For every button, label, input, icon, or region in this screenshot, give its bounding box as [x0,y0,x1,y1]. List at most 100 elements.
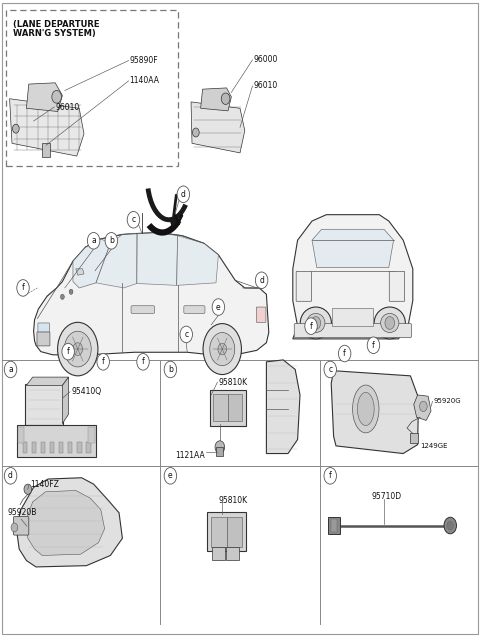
FancyBboxPatch shape [294,324,411,338]
Text: (LANE DEPARTURE: (LANE DEPARTURE [13,20,100,29]
Circle shape [69,289,73,294]
FancyBboxPatch shape [228,394,242,421]
Polygon shape [177,236,218,285]
FancyBboxPatch shape [13,517,29,535]
Circle shape [255,272,268,289]
FancyBboxPatch shape [6,10,178,166]
Circle shape [60,294,64,299]
Text: d: d [181,190,186,199]
Text: 95410Q: 95410Q [71,387,101,396]
Polygon shape [312,229,394,268]
Ellipse shape [357,392,374,426]
Text: c: c [328,365,332,374]
Ellipse shape [381,313,399,333]
Polygon shape [26,377,69,385]
FancyBboxPatch shape [18,427,24,443]
Text: a: a [91,236,96,245]
Circle shape [11,523,18,532]
Circle shape [62,343,74,360]
Text: 96010: 96010 [55,103,80,111]
Text: f: f [329,471,332,480]
Circle shape [203,324,241,375]
FancyBboxPatch shape [296,271,312,301]
Polygon shape [26,83,62,111]
Circle shape [73,343,83,355]
Text: b: b [109,236,114,245]
FancyBboxPatch shape [328,517,340,534]
Circle shape [447,521,454,530]
Circle shape [4,468,17,484]
FancyBboxPatch shape [86,442,91,453]
Circle shape [52,90,61,103]
Circle shape [210,333,235,366]
Ellipse shape [300,307,332,339]
Circle shape [4,361,17,378]
Polygon shape [201,88,231,111]
Text: f: f [372,341,375,350]
Ellipse shape [374,307,406,339]
FancyBboxPatch shape [211,517,227,547]
Polygon shape [73,239,110,288]
Text: 1140FZ: 1140FZ [30,480,59,489]
Text: 1121AA: 1121AA [175,451,205,460]
Circle shape [420,401,427,412]
FancyBboxPatch shape [227,517,242,547]
FancyBboxPatch shape [88,427,95,443]
Circle shape [64,331,91,367]
Circle shape [87,233,100,249]
FancyBboxPatch shape [256,307,266,322]
Text: c: c [184,330,188,339]
Circle shape [305,318,317,334]
FancyBboxPatch shape [131,306,155,313]
Text: 96010: 96010 [253,82,278,90]
Text: c: c [132,215,135,224]
Text: a: a [8,365,13,374]
Circle shape [338,345,351,362]
Circle shape [105,233,118,249]
Circle shape [311,317,321,329]
Text: 95920B: 95920B [7,508,36,517]
FancyBboxPatch shape [32,442,36,453]
Polygon shape [26,490,105,555]
Text: 1249GE: 1249GE [420,443,448,449]
Polygon shape [137,233,178,285]
Text: f: f [102,357,105,366]
Circle shape [17,280,29,296]
FancyBboxPatch shape [213,394,228,421]
Polygon shape [414,395,431,420]
Polygon shape [62,377,69,424]
Circle shape [218,343,227,355]
Text: 1140AA: 1140AA [130,76,159,85]
FancyBboxPatch shape [212,547,225,560]
Text: 95890F: 95890F [130,56,158,65]
Ellipse shape [352,385,379,433]
Polygon shape [96,233,137,288]
Circle shape [58,322,98,376]
FancyBboxPatch shape [184,306,205,313]
FancyBboxPatch shape [331,519,337,532]
FancyBboxPatch shape [42,143,50,157]
Polygon shape [76,269,84,275]
Circle shape [367,337,380,354]
Text: WARN'G SYSTEM): WARN'G SYSTEM) [13,29,96,38]
Circle shape [385,317,395,329]
FancyBboxPatch shape [38,323,49,332]
Circle shape [97,354,109,370]
Text: f: f [343,349,346,358]
Text: d: d [8,471,13,480]
FancyBboxPatch shape [332,308,373,326]
Polygon shape [293,215,413,339]
Circle shape [324,361,336,378]
Text: e: e [168,471,173,480]
Text: f: f [22,283,24,292]
Circle shape [215,441,225,454]
Circle shape [164,468,177,484]
FancyBboxPatch shape [50,442,54,453]
Circle shape [324,468,336,484]
Text: 95810K: 95810K [218,496,248,505]
FancyBboxPatch shape [210,390,246,426]
Circle shape [177,186,190,203]
FancyBboxPatch shape [17,425,96,457]
Text: b: b [168,365,173,374]
Circle shape [137,354,149,370]
